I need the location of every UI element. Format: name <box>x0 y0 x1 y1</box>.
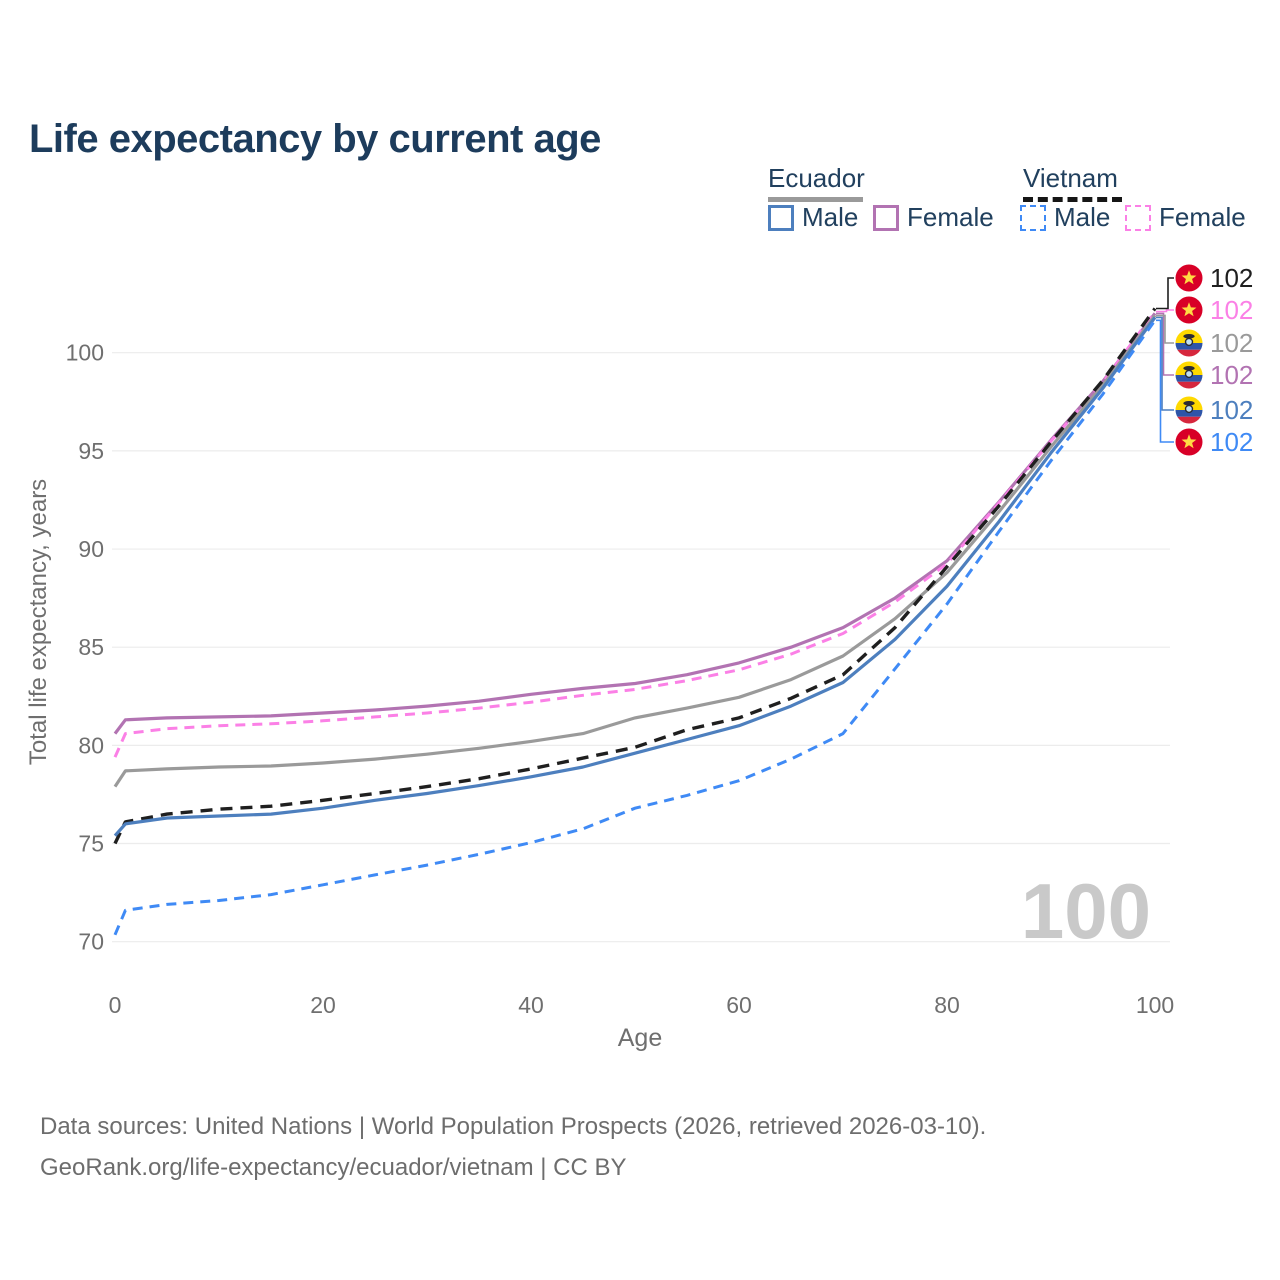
x-tick-label: 0 <box>109 992 122 1018</box>
legend-item-vietnam-female[interactable]: Female <box>1125 204 1246 231</box>
end-value-label-vn-male: 102 <box>1210 427 1253 457</box>
flag-icon-vn <box>1175 428 1203 456</box>
legend-item-vietnam-male[interactable]: Male <box>1020 204 1110 231</box>
y-tick-label: 70 <box>78 929 104 955</box>
x-tick-label: 20 <box>310 992 336 1018</box>
legend-vietnam-label: Vietnam <box>1023 163 1118 193</box>
legend-group-vietnam[interactable]: Vietnam <box>1023 163 1122 202</box>
data-sources-text: Data sources: United Nations | World Pop… <box>40 1113 987 1140</box>
y-tick-label: 90 <box>78 536 104 562</box>
flag-icon-vn <box>1175 264 1203 292</box>
y-tick-label: 100 <box>66 340 104 366</box>
flag-icon-ec <box>1175 329 1203 357</box>
x-tick-label: 100 <box>1136 992 1174 1018</box>
vietnam-female-swatch-icon <box>1125 204 1151 231</box>
series-line-ec-total[interactable] <box>113 314 1157 788</box>
footer: Data sources: United Nations | World Pop… <box>40 1106 986 1188</box>
flag-icon-vn <box>1175 296 1203 324</box>
end-value-label-ec-female: 102 <box>1210 360 1253 390</box>
ecuador-female-swatch-icon <box>873 204 899 231</box>
legend-item-label: Male <box>1054 202 1111 232</box>
end-label-connector <box>1156 312 1174 376</box>
legend-group-ecuador[interactable]: Ecuador <box>768 163 865 202</box>
series-line-vn-total[interactable] <box>113 307 1157 845</box>
x-tick-label: 80 <box>934 992 960 1018</box>
age-counter-watermark: 100 <box>1021 867 1151 955</box>
end-label-connector <box>1156 316 1174 411</box>
series-line-vn-female[interactable] <box>113 310 1157 758</box>
series-line-vn-male[interactable] <box>113 319 1157 936</box>
legend-item-ecuador-male[interactable]: Male <box>768 204 858 231</box>
page-title: Life expectancy by current age <box>29 116 601 161</box>
end-value-label-ec-total: 102 <box>1210 328 1253 358</box>
legend-ecuador-line-sample <box>768 197 863 202</box>
legend-vietnam-line-sample <box>1023 197 1122 202</box>
legend-item-ecuador-female[interactable]: Female <box>873 204 994 231</box>
y-tick-label: 80 <box>78 732 104 758</box>
end-value-label-ec-male: 102 <box>1210 395 1253 425</box>
vietnam-male-swatch-icon <box>1020 204 1046 231</box>
end-value-label-vn-female: 102 <box>1210 295 1253 325</box>
source-url-text: GeoRank.org/life-expectancy/ecuador/viet… <box>40 1154 627 1181</box>
y-tick-label: 85 <box>78 634 104 660</box>
flag-icon-ec <box>1175 361 1203 389</box>
series-line-ec-male[interactable] <box>113 316 1157 837</box>
end-value-label-vn-total: 102 <box>1210 263 1253 293</box>
legend-item-label: Female <box>1159 202 1246 232</box>
y-tick-label: 75 <box>78 831 104 857</box>
legend-item-label: Male <box>802 202 859 232</box>
end-label-connector <box>1156 309 1174 313</box>
y-tick-label: 95 <box>78 438 104 464</box>
flag-icon-ec <box>1175 396 1203 424</box>
ecuador-male-swatch-icon <box>768 204 794 231</box>
end-label-connector <box>1156 314 1174 344</box>
legend-item-label: Female <box>907 202 994 232</box>
y-axis-title: Total life expectancy, years <box>25 479 52 765</box>
end-label-connector <box>1156 277 1174 310</box>
x-tick-label: 60 <box>726 992 752 1018</box>
end-label-connector <box>1156 319 1174 443</box>
x-axis-title: Age <box>618 1024 662 1052</box>
x-tick-label: 40 <box>518 992 544 1018</box>
legend-ecuador-label: Ecuador <box>768 163 865 193</box>
